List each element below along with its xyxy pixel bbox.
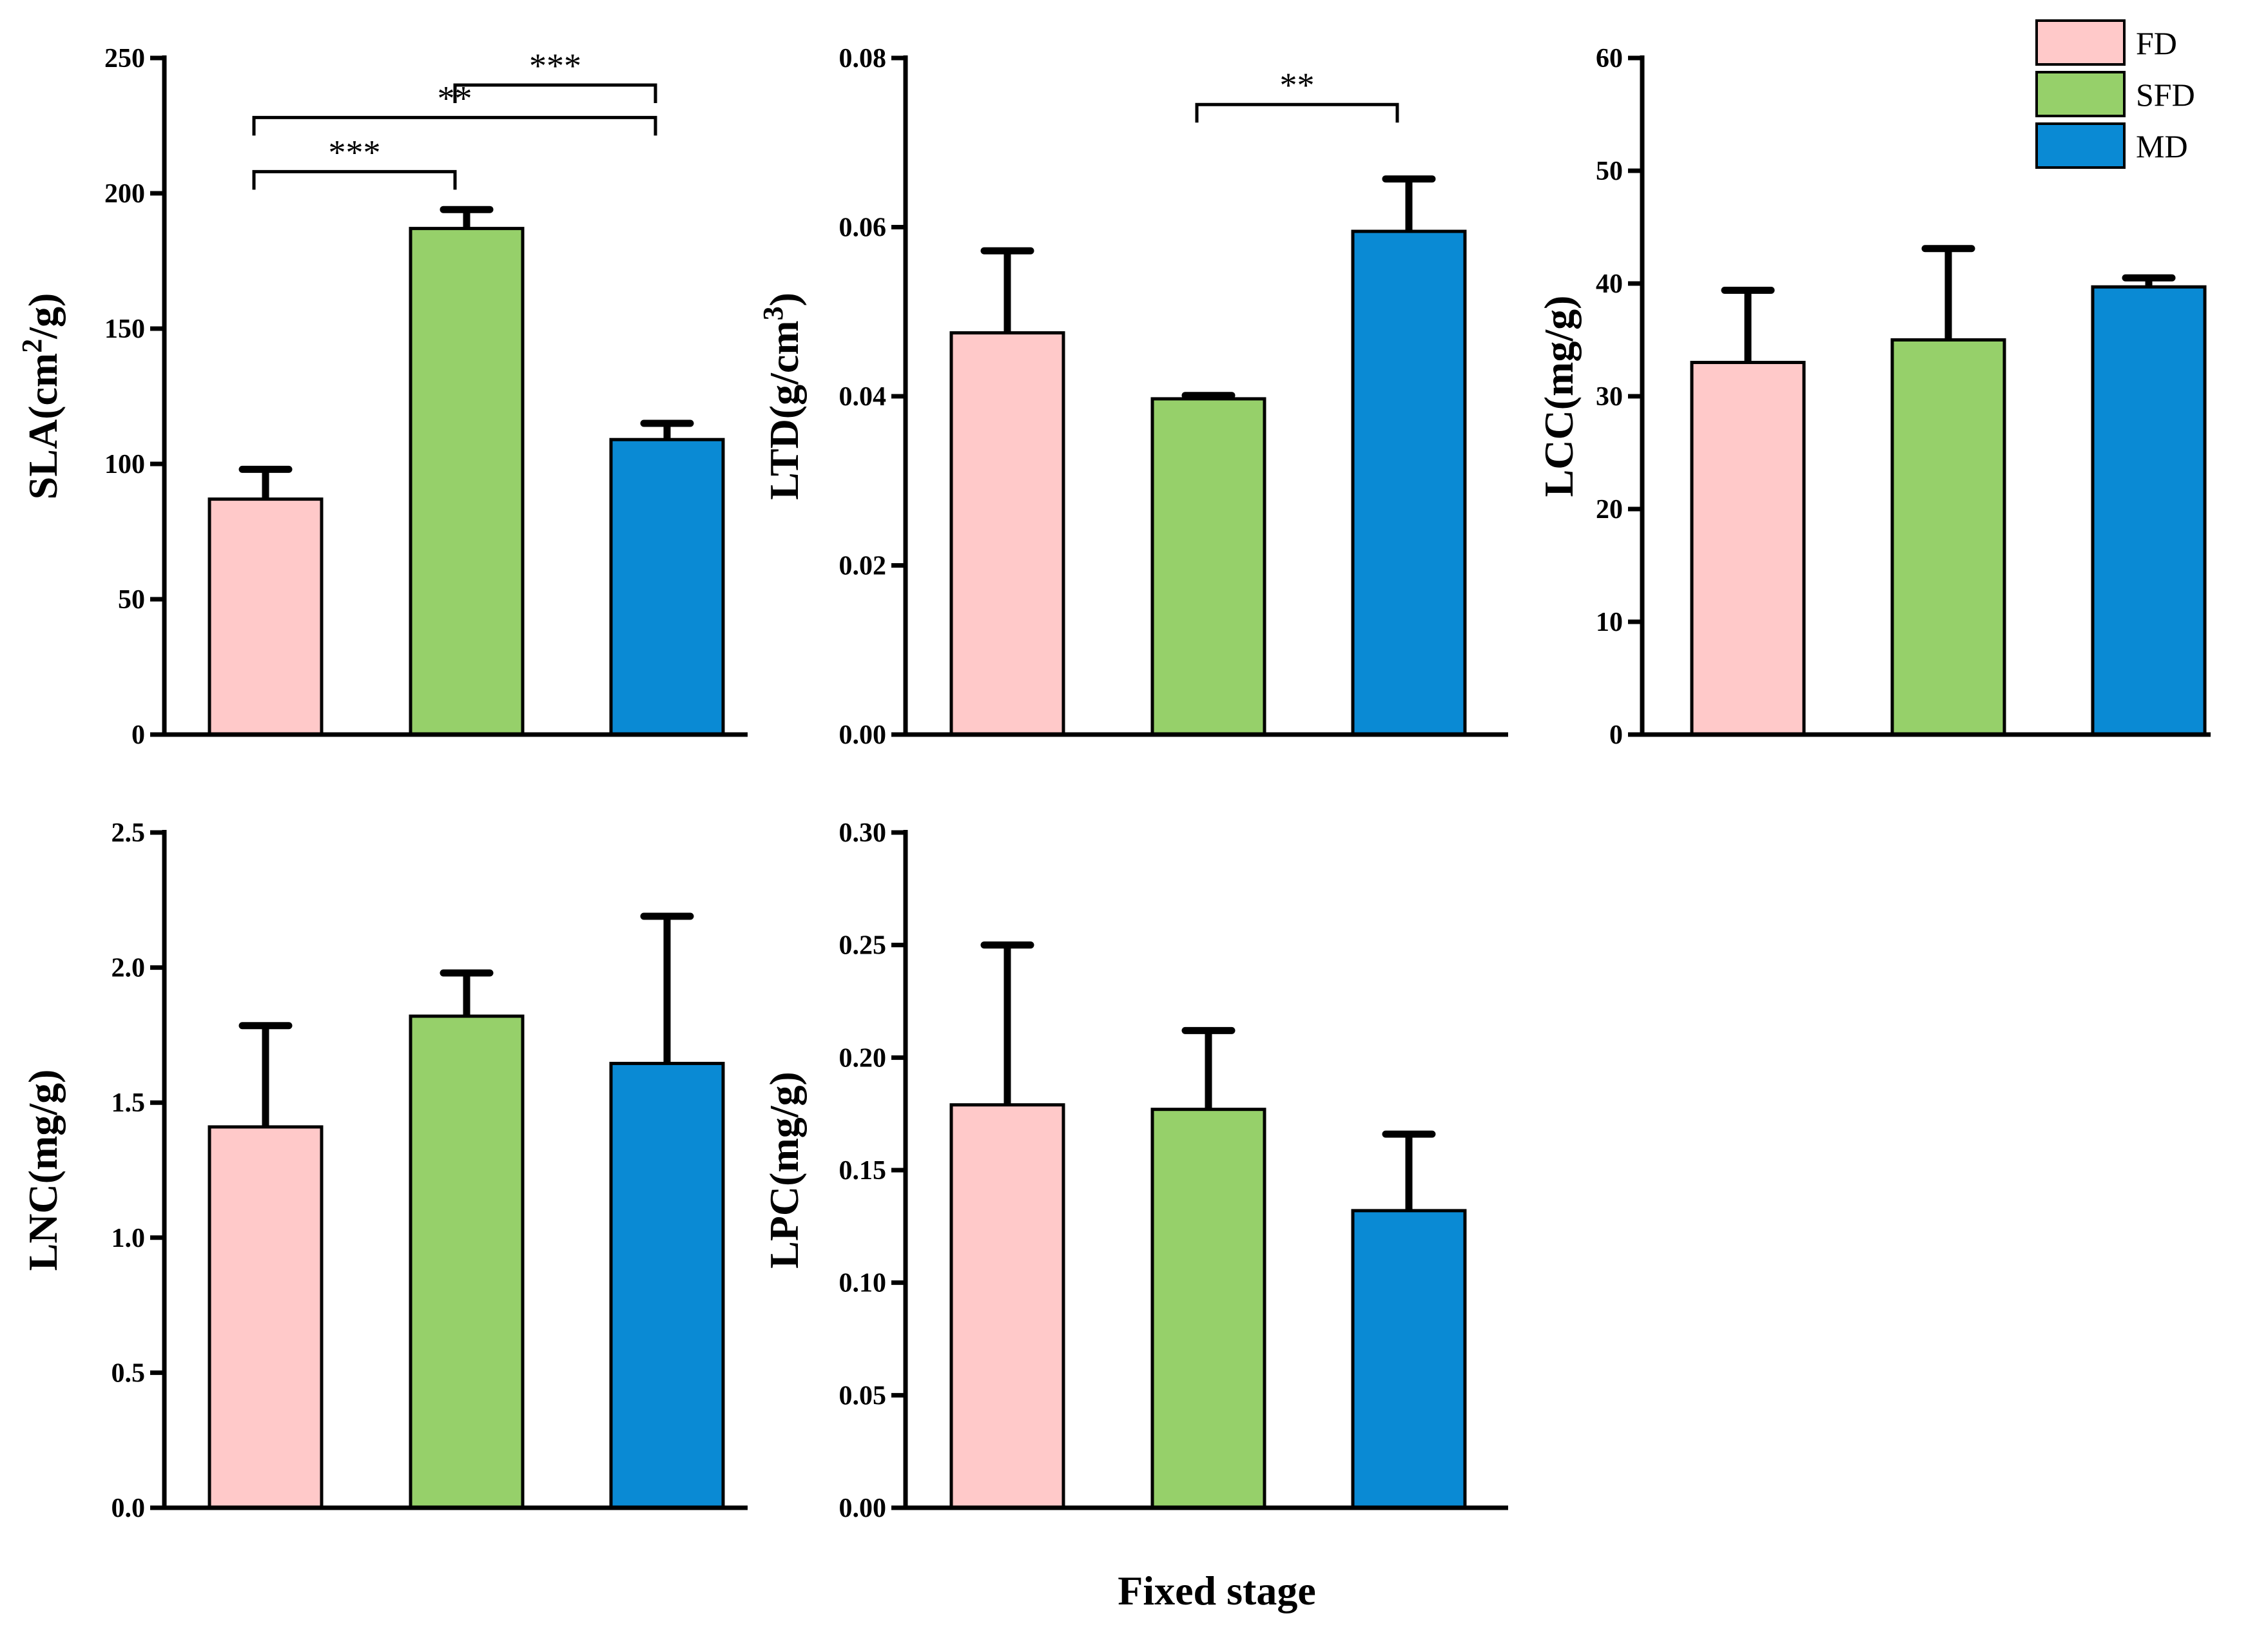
y-tick-label-sla: 0 xyxy=(131,720,145,750)
y-tick-label-sla: 50 xyxy=(118,585,145,615)
y-tick-label-sla: 200 xyxy=(104,179,145,209)
bar-lcc-fd xyxy=(1690,361,1806,736)
y-tick-label-sla: 100 xyxy=(104,450,145,479)
bar-lcc-sfd xyxy=(1890,338,2006,736)
bar-lcc-md xyxy=(2091,285,2207,736)
legend-swatch-md xyxy=(2035,122,2126,169)
significance-bracket-sla xyxy=(252,169,457,190)
y-tick-label-lcc: 20 xyxy=(1596,495,1623,524)
y-tick-label-lnc: 1.5 xyxy=(111,1088,146,1118)
y-tick-label-lcc: 0 xyxy=(1609,720,1623,750)
bar-ltd-sfd xyxy=(1150,397,1266,736)
legend-swatch-fd xyxy=(2035,19,2126,66)
y-tick-label-sla: 150 xyxy=(104,314,145,344)
y-tick-label-lpc: 0.20 xyxy=(839,1043,887,1073)
y-axis-title-lnc: LNC(mg/g) xyxy=(20,1070,66,1271)
bar-lnc-fd xyxy=(208,1125,324,1510)
y-tick-label-lnc: 2.5 xyxy=(111,818,146,848)
y-axis-title-lcc: LCC(mg/g) xyxy=(1536,296,1582,497)
y-tick-label-lpc: 0.30 xyxy=(839,818,887,848)
chart-panel-lnc: 0.0 0.5 1.0 1.5 2.0 2.5 LNC(mg/g) xyxy=(20,818,748,1523)
y-axis-title-lpc: LPC(mg/g) xyxy=(761,1072,807,1269)
y-tick-label-lnc: 1.0 xyxy=(111,1224,146,1253)
y-tick-label-lpc: 0.25 xyxy=(839,931,887,961)
legend-label-md: MD xyxy=(2136,128,2188,164)
y-axis-title-ltd: LTD(g/cm3) xyxy=(757,293,807,500)
bar-lpc-md xyxy=(1351,1209,1467,1510)
y-tick-label-ltd: 0.02 xyxy=(839,552,887,581)
y-tick-label-ltd: 0.06 xyxy=(839,213,887,243)
y-tick-label-ltd: 0.00 xyxy=(839,720,887,750)
y-tick-label-lcc: 40 xyxy=(1596,269,1623,299)
legend-label-fd: FD xyxy=(2136,25,2177,61)
bar-sla-sfd xyxy=(409,227,525,736)
significance-label-sla: ** xyxy=(438,79,472,117)
y-tick-label-ltd: 0.04 xyxy=(839,382,887,412)
bar-lnc-sfd xyxy=(409,1014,525,1510)
bar-lnc-md xyxy=(609,1061,725,1510)
y-tick-label-lnc: 2.0 xyxy=(111,954,146,983)
legend-swatch-sfd xyxy=(2035,71,2126,117)
y-tick-label-lpc: 0.10 xyxy=(839,1269,887,1298)
y-axis-title-sla: SLA(cm2/g) xyxy=(16,293,66,500)
y-tick-label-lcc: 60 xyxy=(1596,44,1623,73)
x-axis-title: Fixed stage xyxy=(1118,1568,1316,1613)
y-tick-label-lcc: 50 xyxy=(1596,157,1623,186)
y-tick-label-sla: 250 xyxy=(104,44,145,73)
y-tick-label-lpc: 0.00 xyxy=(839,1494,887,1523)
bar-sla-md xyxy=(609,438,725,736)
bar-ltd-fd xyxy=(949,331,1065,736)
legend: FD SFD MD xyxy=(2035,19,2195,169)
y-tick-label-lnc: 0.0 xyxy=(111,1494,146,1523)
bar-ltd-md xyxy=(1351,229,1467,736)
significance-bracket-sla xyxy=(252,115,657,136)
significance-bracket-ltd xyxy=(1195,102,1399,123)
chart-panels: 050100150200250SLA(cm2/g)********0.000.0… xyxy=(16,44,2211,1523)
y-tick-label-lpc: 0.05 xyxy=(839,1381,887,1410)
y-tick-label-lcc: 10 xyxy=(1596,608,1623,637)
y-tick-label-lcc: 30 xyxy=(1596,382,1623,412)
bar-lpc-fd xyxy=(949,1103,1065,1510)
y-tick-label-ltd: 0.08 xyxy=(839,44,887,73)
bar-sla-fd xyxy=(208,497,324,736)
bar-lpc-sfd xyxy=(1150,1108,1266,1510)
chart-panel-lpc: 0.00 0.05 0.10 0.15 0.20 0.25 0.30 LPC(mg/g) xyxy=(761,818,1508,1523)
y-tick-label-lnc: 0.5 xyxy=(111,1358,146,1388)
y-tick-label-lpc: 0.15 xyxy=(839,1156,887,1186)
significance-label-ltd: ** xyxy=(1280,66,1315,104)
legend-label-sfd: SFD xyxy=(2136,77,2195,113)
significance-label-sla: *** xyxy=(529,46,581,85)
chart-panel-lcc: 0 10 20 30 40 50 60 LCC(mg/g) xyxy=(1536,44,2211,750)
significance-bracket-sla xyxy=(453,83,657,103)
chart-panel-ltd: 0.00 0.02 0.04 0.06 0.08 LTD(g/cm3) ** xyxy=(757,44,1508,750)
significance-label-sla: *** xyxy=(329,133,381,171)
